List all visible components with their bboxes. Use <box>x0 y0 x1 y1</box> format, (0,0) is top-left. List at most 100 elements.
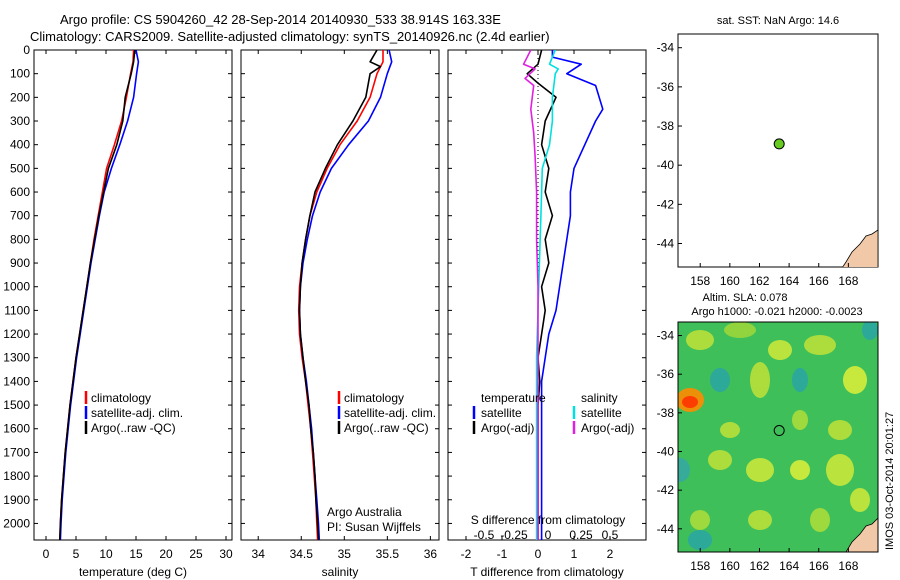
y-tick-label: -34 <box>657 41 675 55</box>
x-tick-label: 168 <box>838 274 858 288</box>
sla-blob <box>804 335 836 355</box>
y-tick-label: 400 <box>10 138 30 152</box>
legend-label-climatology: climatology <box>344 391 404 405</box>
sla-map-title-2: Argo h1000: -0.021 h2000: -0.0023 <box>691 306 862 318</box>
difference-xlabel: T difference from climatology <box>470 565 624 579</box>
y-tick-label: 1300 <box>3 351 30 365</box>
sla-blob <box>810 508 830 532</box>
x-tick-label: 20 <box>159 547 173 561</box>
sla-map-title-1: Altim. SLA: 0.078 <box>703 292 788 304</box>
y-tick-label: 1200 <box>3 327 30 341</box>
y-tick-label: -44 <box>657 522 675 536</box>
sla-blob <box>710 368 730 392</box>
series-line-argo-raw-qc- <box>59 50 136 540</box>
legend-label-s-satellite: satellite <box>581 406 622 420</box>
x-tick-label: 162 <box>749 559 769 573</box>
y-tick-label: -44 <box>657 237 675 251</box>
difference-top-tick-5: 0.5 <box>602 528 619 542</box>
x-tick-label: 35 <box>338 547 352 561</box>
sla-blob <box>724 322 756 338</box>
x-tick-label: 168 <box>838 559 858 573</box>
sla-blob <box>792 368 808 392</box>
y-tick-label: -38 <box>657 119 675 133</box>
difference-top-tick-4: 0.25 <box>569 528 593 542</box>
legend-label-satellite: satellite-adj. clim. <box>91 406 183 420</box>
x-tick-label: 34.5 <box>290 547 314 561</box>
sst-map-axes: 158 160 162 164 166 168 -34 -36 -38 -40 -42 -44 <box>657 41 859 288</box>
sla-blob <box>826 454 854 486</box>
x-tick-label: 35.5 <box>376 547 400 561</box>
x-tick-label: 10 <box>99 547 113 561</box>
sla-blob <box>790 460 810 480</box>
y-tick-label: -36 <box>657 367 675 381</box>
salinity-plot-frame <box>240 49 440 541</box>
x-tick-label: 0 <box>43 547 50 561</box>
legend-label-t-argo: Argo(-adj) <box>481 421 534 435</box>
y-tick-label: -34 <box>657 329 675 343</box>
y-tick-label: 200 <box>10 90 30 104</box>
sla-blob <box>746 458 774 482</box>
difference-top-xlabel: S difference from climatology <box>471 513 626 527</box>
x-tick-label: 162 <box>749 274 769 288</box>
x-tick-label: 25 <box>189 547 203 561</box>
y-tick-label: 2000 <box>3 516 30 530</box>
x-tick-label: 166 <box>809 559 829 573</box>
legend-title-temperature: temperature <box>481 391 546 405</box>
float-position-marker <box>773 138 785 150</box>
x-tick-label: 1 <box>571 547 578 561</box>
sla-blob <box>862 322 878 340</box>
sla-blob <box>768 340 792 360</box>
salinity-legend: climatology satellite-adj. clim. Argo(..… <box>327 391 436 534</box>
series-line-t-satellite <box>540 50 604 540</box>
sla-blob <box>748 510 772 530</box>
difference-top-tick-3: 0 <box>545 528 552 542</box>
y-tick-label: 300 <box>10 114 30 128</box>
legend-label-climatology: climatology <box>91 391 151 405</box>
sla-blob <box>843 366 867 394</box>
sla-blob <box>720 422 740 438</box>
sla-blob <box>708 450 732 470</box>
difference-top-tick-1: -0.5 <box>474 528 495 542</box>
y-tick-label: 1800 <box>3 469 30 483</box>
y-tick-label: 900 <box>10 256 30 270</box>
sla-blob <box>686 330 714 350</box>
sla-blob <box>828 420 852 440</box>
temperature-legend: climatology satellite-adj. clim. Argo(..… <box>84 391 183 435</box>
x-tick-label: 166 <box>809 274 829 288</box>
y-tick-label: 1700 <box>3 445 30 459</box>
legend-label-s-argo: Argo(-adj) <box>581 421 634 435</box>
x-tick-label: 15 <box>129 547 143 561</box>
x-tick-label: 160 <box>720 274 740 288</box>
y-tick-label: 1600 <box>3 422 30 436</box>
y-tick-label: -42 <box>657 197 675 211</box>
y-tick-label: 0 <box>23 43 30 57</box>
difference-plot-frame <box>447 49 647 541</box>
y-tick-label: -40 <box>657 444 675 458</box>
y-tick-label: 1100 <box>4 303 30 317</box>
sla-map-marks <box>773 425 785 437</box>
annotation-line-1: Argo Australia <box>327 505 402 519</box>
temperature-lines <box>59 50 140 540</box>
y-tick-label: 1500 <box>3 398 30 412</box>
sst-map-title: sat. SST: NaN Argo: 14.6 <box>717 15 839 27</box>
x-tick-label: 160 <box>720 559 740 573</box>
sst-map-frame <box>677 33 879 268</box>
y-tick-label: 600 <box>10 185 30 199</box>
temperature-axes: 0 5 10 15 20 25 300100200300400500600700800900… <box>3 43 233 561</box>
x-tick-label: 158 <box>690 274 710 288</box>
sla-map-axes: 158 160 162 164 166 168 -34 -36 -38 -40 -42 -44 <box>657 329 859 573</box>
header-line-1: Argo profile: CS 5904260_42 28-Sep-2014 … <box>60 12 501 27</box>
series-line-s-satellite <box>535 50 560 540</box>
temperature-plot-frame <box>33 49 233 541</box>
sla-blob <box>682 396 698 408</box>
difference-top-tick-2: -0.25 <box>500 528 528 542</box>
legend-label-argo: Argo(..raw -QC) <box>91 421 176 435</box>
sla-heatmap <box>678 322 878 552</box>
x-tick-label: 36 <box>424 547 438 561</box>
legend-label-satellite: satellite-adj. clim. <box>344 406 436 420</box>
y-tick-label: 1400 <box>3 374 30 388</box>
sla-land <box>845 517 878 552</box>
x-tick-label: 5 <box>73 547 80 561</box>
float-position-marker <box>773 425 785 437</box>
sla-blob <box>690 510 710 530</box>
